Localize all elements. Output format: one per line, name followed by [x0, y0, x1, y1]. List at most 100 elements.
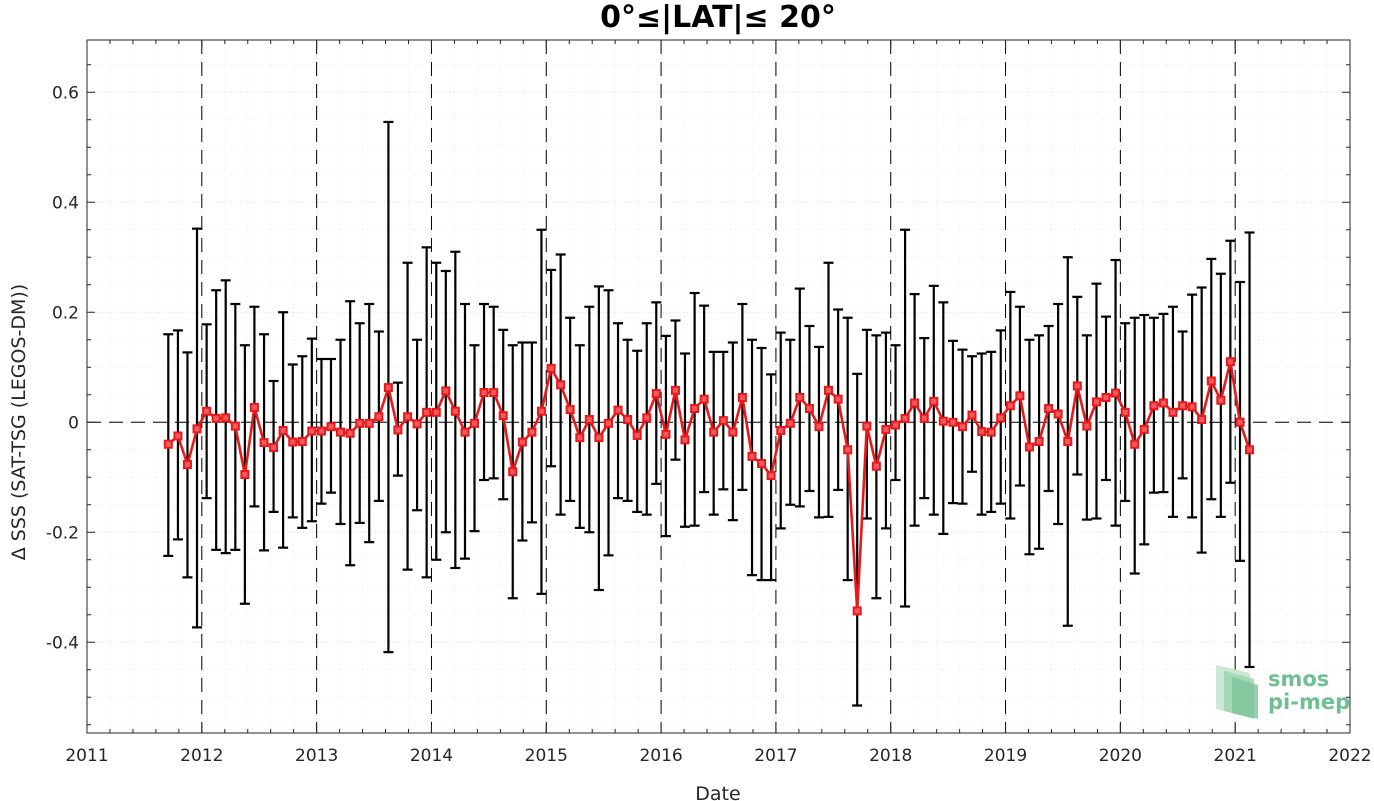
data-point — [1045, 405, 1052, 412]
y-tick-label: 0.2 — [52, 303, 79, 323]
data-point — [1198, 416, 1205, 423]
data-point — [366, 420, 373, 427]
data-point — [949, 419, 956, 426]
x-tick-label: 2015 — [525, 746, 568, 766]
data-point — [385, 384, 392, 391]
data-point — [701, 396, 708, 403]
data-point — [423, 409, 430, 416]
data-point — [959, 423, 966, 430]
data-point — [863, 423, 870, 430]
data-point — [882, 426, 889, 433]
data-point — [270, 444, 277, 451]
data-point — [854, 607, 861, 614]
data-point — [174, 433, 181, 440]
data-point — [873, 463, 880, 470]
data-point — [758, 460, 765, 467]
data-point — [1131, 441, 1138, 448]
data-point — [787, 420, 794, 427]
data-point — [433, 409, 440, 416]
data-point — [452, 408, 459, 415]
data-point — [165, 441, 172, 448]
data-point — [729, 429, 736, 436]
data-point — [347, 430, 354, 437]
data-point — [1160, 400, 1167, 407]
x-tick-label: 2017 — [754, 746, 797, 766]
data-point — [940, 418, 947, 425]
data-point — [557, 381, 564, 388]
data-point — [548, 365, 555, 372]
data-point — [1036, 438, 1043, 445]
data-point — [825, 387, 832, 394]
data-point — [232, 423, 239, 430]
chart-title: 0°≤|LAT|≤ 20° — [600, 0, 836, 35]
data-point — [289, 439, 296, 446]
x-tick-label: 2016 — [639, 746, 682, 766]
data-point — [1083, 423, 1090, 430]
data-point — [471, 420, 478, 427]
data-point — [1016, 392, 1023, 399]
data-point — [241, 471, 248, 478]
data-point — [969, 412, 976, 419]
x-tick-label: 2018 — [869, 746, 912, 766]
data-point — [1103, 394, 1110, 401]
data-point — [921, 415, 928, 422]
data-point — [1217, 397, 1224, 404]
data-point — [222, 414, 229, 421]
data-point — [1074, 382, 1081, 389]
data-point — [997, 414, 1004, 421]
data-point — [681, 436, 688, 443]
data-point — [1227, 358, 1234, 365]
data-point — [1093, 398, 1100, 405]
data-point — [203, 408, 210, 415]
x-tick-label: 2014 — [410, 746, 453, 766]
data-point — [586, 416, 593, 423]
data-point — [184, 461, 191, 468]
data-point — [1179, 402, 1186, 409]
x-tick-label: 2011 — [65, 746, 108, 766]
data-point — [739, 394, 746, 401]
data-point — [1169, 409, 1176, 416]
data-point — [538, 408, 545, 415]
logo-line2: pi-mep — [1268, 690, 1350, 714]
data-point — [691, 405, 698, 412]
data-point — [1237, 419, 1244, 426]
data-point — [404, 413, 411, 420]
data-point — [615, 407, 622, 414]
data-point — [1246, 446, 1253, 453]
data-point — [595, 434, 602, 441]
data-point — [299, 438, 306, 445]
data-point — [280, 427, 287, 434]
data-point — [988, 429, 995, 436]
x-tick-label: 2022 — [1328, 746, 1371, 766]
data-point — [911, 400, 918, 407]
y-tick-label: -0.4 — [46, 633, 79, 653]
data-point — [930, 398, 937, 405]
x-tick-label: 2019 — [984, 746, 1027, 766]
data-point — [672, 387, 679, 394]
y-axis-label: Δ SSS (SAT-TSG (LEGOS-DM)) — [8, 284, 30, 560]
logo-line1: smos — [1268, 667, 1329, 691]
data-point — [490, 389, 497, 396]
data-point — [1189, 403, 1196, 410]
data-point — [261, 439, 268, 446]
data-point — [749, 453, 756, 460]
x-axis-label: Date — [695, 783, 740, 801]
data-point — [1064, 438, 1071, 445]
data-point — [662, 431, 669, 438]
data-point — [634, 432, 641, 439]
data-point — [806, 405, 813, 412]
data-point — [1055, 411, 1062, 418]
data-point — [576, 434, 583, 441]
data-point — [1122, 409, 1129, 416]
data-point — [251, 404, 258, 411]
data-point — [902, 415, 909, 422]
data-point — [318, 428, 325, 435]
data-point — [394, 426, 401, 433]
data-point — [605, 420, 612, 427]
x-tick-label: 2012 — [180, 746, 223, 766]
data-point — [193, 425, 200, 432]
data-point — [1208, 378, 1215, 385]
data-point — [213, 415, 220, 422]
